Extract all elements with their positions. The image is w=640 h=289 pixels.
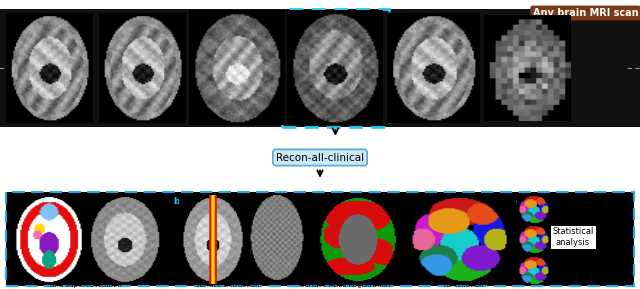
Text: Any brain MRI scan: Any brain MRI scan — [532, 8, 639, 18]
Text: Recon-all-clinical: Recon-all-clinical — [276, 153, 364, 162]
Text: e: e — [515, 197, 522, 205]
Text: Surface Atlas Registration: Surface Atlas Registration — [300, 281, 391, 288]
Bar — [0, 9, 640, 127]
Text: c: c — [294, 197, 300, 205]
Text: Statistical
analysis: Statistical analysis — [552, 227, 593, 247]
Text: Parcellation: Parcellation — [444, 281, 484, 288]
Text: b: b — [173, 197, 179, 205]
Text: d: d — [394, 197, 400, 205]
Text: Labeling, T1 contrast synthesis,
and super-resolution: Labeling, T1 contrast synthesis, and sup… — [31, 275, 142, 288]
FancyBboxPatch shape — [6, 192, 634, 286]
Text: Distance prediction and
Surface Extraction: Distance prediction and Surface Extracti… — [186, 275, 269, 288]
Text: a: a — [10, 197, 16, 205]
